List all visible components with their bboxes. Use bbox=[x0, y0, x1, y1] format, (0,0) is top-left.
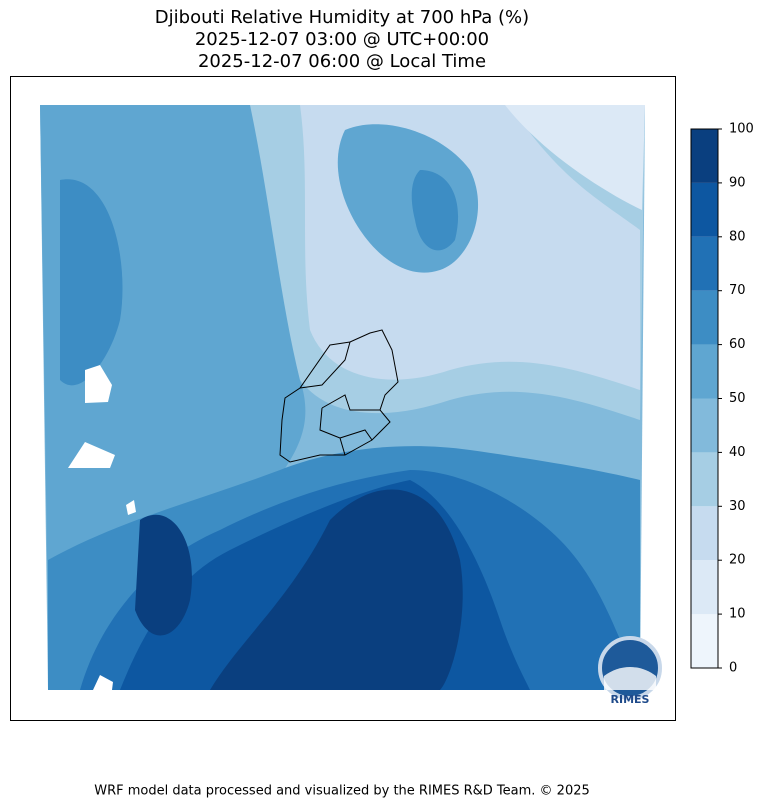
colorbar-tick-label: 90 bbox=[729, 175, 746, 190]
map-field bbox=[40, 105, 645, 690]
colorbar-bin bbox=[691, 236, 718, 291]
logo-text: RIMES bbox=[611, 693, 650, 706]
colorbar-tick-label: 30 bbox=[729, 499, 746, 514]
footer: WRF model data processed and visualized … bbox=[94, 784, 590, 799]
colorbar-tick-label: 20 bbox=[729, 553, 746, 568]
colorbar-tick-label: 50 bbox=[729, 391, 746, 406]
colorbar-bin bbox=[691, 452, 718, 507]
colorbar-bin bbox=[691, 344, 718, 399]
colorbar-tick-label: 80 bbox=[729, 229, 746, 244]
colorbar-bin bbox=[691, 614, 718, 668]
colorbar-bin bbox=[691, 129, 718, 183]
colorbar-bin bbox=[691, 290, 718, 345]
colorbar-tick-label: 100 bbox=[729, 122, 754, 137]
title-line: 2025-12-07 06:00 @ Local Time bbox=[198, 51, 486, 72]
title-line: Djibouti Relative Humidity at 700 hPa (%… bbox=[155, 7, 529, 28]
colorbar-bin bbox=[691, 182, 718, 237]
colorbar-tick-label: 70 bbox=[729, 283, 746, 298]
colorbar-tick-label: 40 bbox=[729, 445, 746, 460]
colorbar: 0 10 20 30 40 50 60 70 80 90 100 bbox=[690, 122, 754, 676]
colorbar-bin bbox=[691, 506, 718, 561]
title-line: 2025-12-07 03:00 @ UTC+00:00 bbox=[195, 29, 489, 50]
colorbar-tick-label: 0 bbox=[729, 661, 737, 676]
colorbar-tick-label: 10 bbox=[729, 607, 746, 622]
colorbar-tick-label: 60 bbox=[729, 337, 746, 352]
colorbar-bin bbox=[691, 560, 718, 615]
colorbar-bin bbox=[691, 398, 718, 453]
logo: RIMES bbox=[598, 636, 662, 706]
